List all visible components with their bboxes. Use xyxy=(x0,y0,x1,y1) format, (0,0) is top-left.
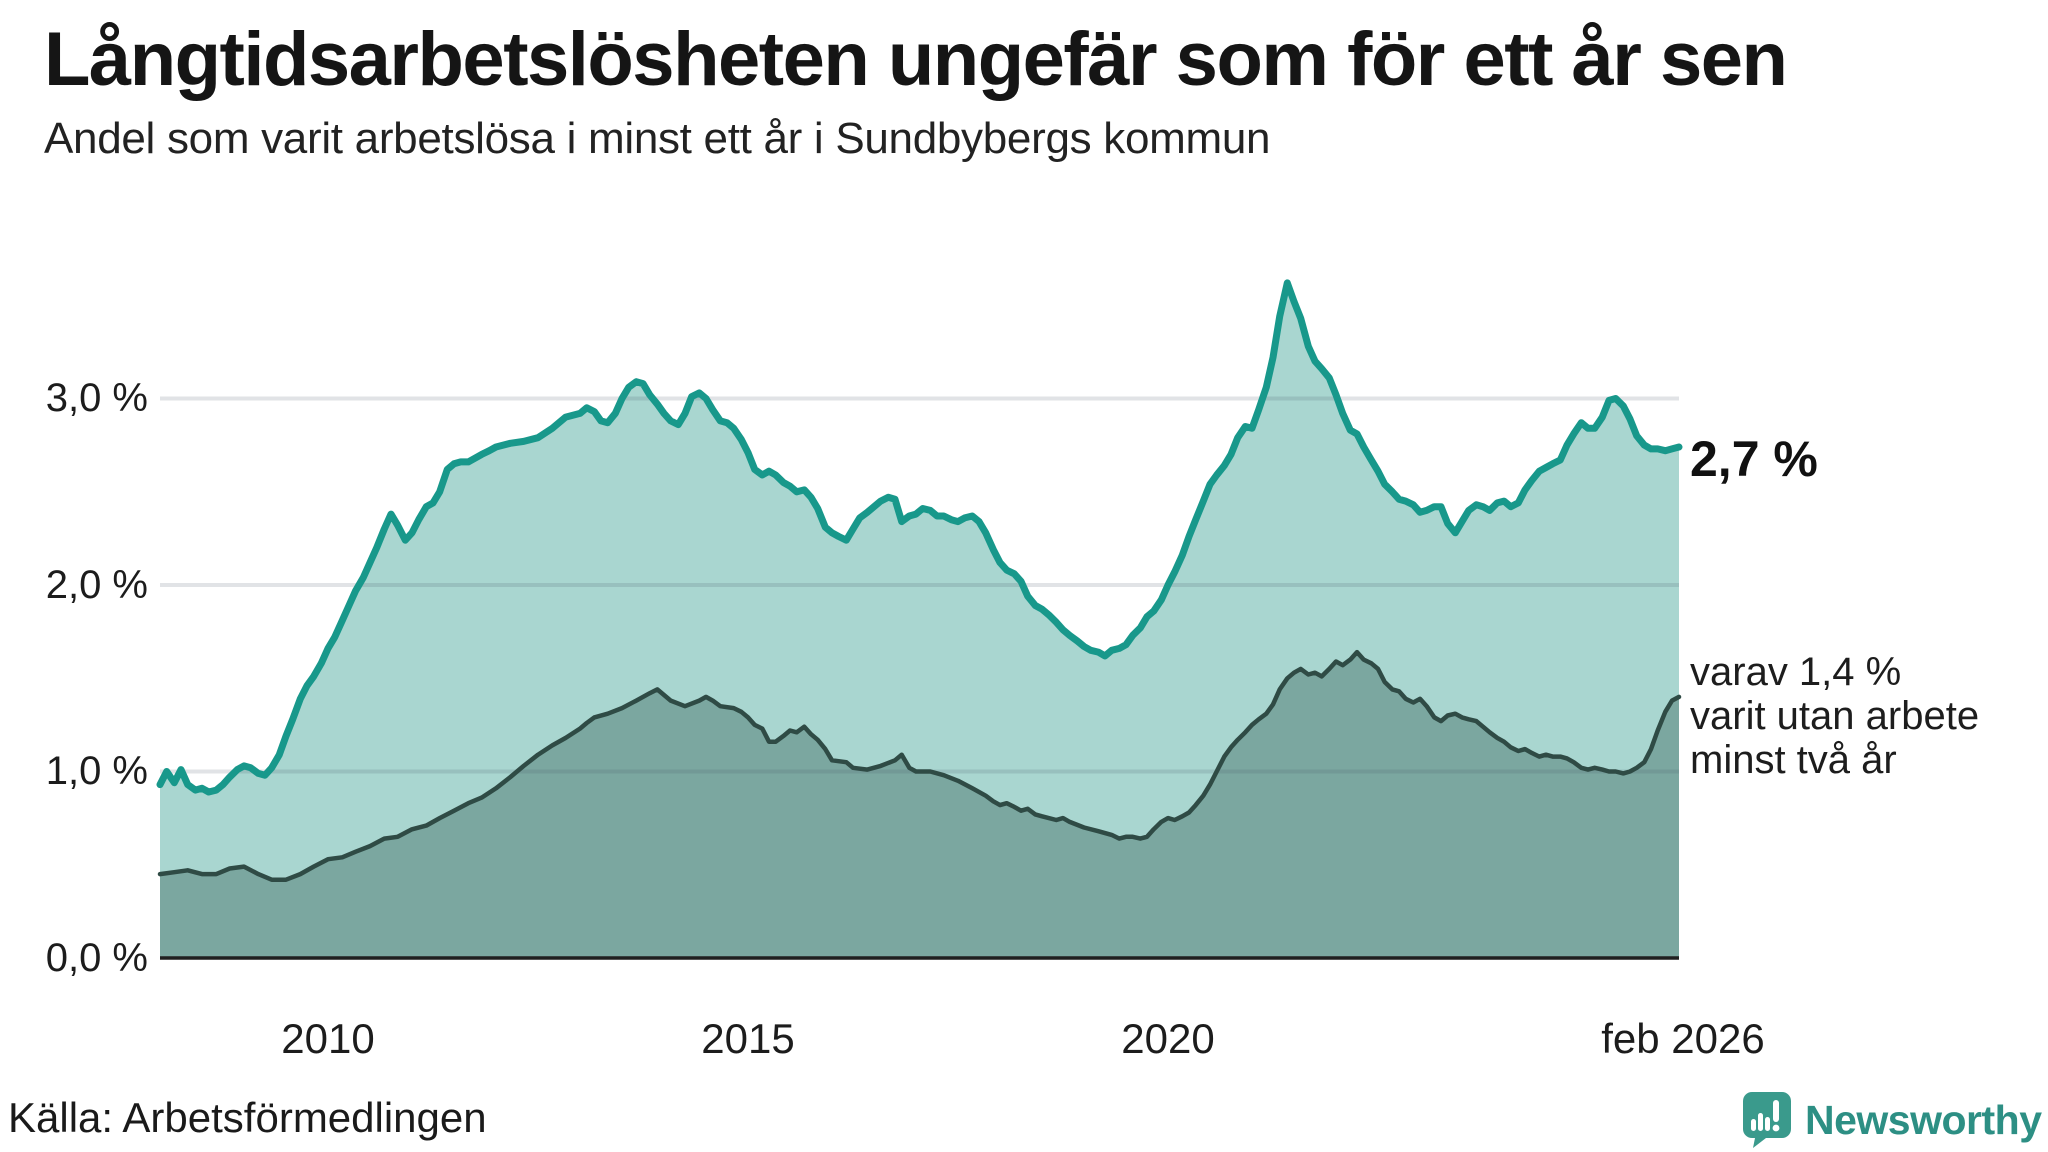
logo-bar-3 xyxy=(1765,1117,1770,1131)
logo-bar-2 xyxy=(1758,1113,1763,1131)
x-tick-label-2015: 2015 xyxy=(701,1015,795,1062)
x-tick-label-feb2026: feb 2026 xyxy=(1601,1015,1765,1062)
secondary-series-note: varav 1,4 % varit utan arbete minst två … xyxy=(1690,650,1979,782)
x-tick-label-2010: 2010 xyxy=(281,1015,375,1062)
logo-exclamation-dot xyxy=(1772,1124,1780,1132)
y-tick-label-1: 1,0 % xyxy=(45,749,148,793)
series-2-years-line xyxy=(157,649,1682,882)
logo-bar-1 xyxy=(1751,1119,1756,1131)
note-line-1: varav 1,4 % xyxy=(1690,650,1902,694)
series-2-years-area xyxy=(160,652,1679,958)
note-line-3: minst två år xyxy=(1690,738,1897,782)
y-tick-label-0: 0,0 % xyxy=(45,936,148,980)
source-credit: Källa: Arbetsförmedlingen xyxy=(8,1094,487,1141)
y-tick-label-2: 2,0 % xyxy=(45,563,148,607)
newsworthy-logo: Newsworthy xyxy=(1743,1090,2042,1150)
x-tick-label-2020: 2020 xyxy=(1121,1015,1215,1062)
series-1-year-line xyxy=(156,279,1683,796)
y-tick-label-3: 3,0 % xyxy=(45,376,148,420)
latest-value-label: 2,7 % xyxy=(1690,431,1818,487)
newsworthy-wordmark: Newsworthy xyxy=(1805,1096,2042,1143)
newsworthy-bar-chart-icon xyxy=(1743,1092,1791,1148)
note-line-2: varit utan arbete xyxy=(1690,694,1980,738)
page-title: Långtidsarbetslösheten ungefär som för e… xyxy=(44,17,1788,102)
logo-exclamation-bar xyxy=(1773,1100,1779,1122)
page-subtitle: Andel som varit arbetslösa i minst ett å… xyxy=(44,114,1271,163)
